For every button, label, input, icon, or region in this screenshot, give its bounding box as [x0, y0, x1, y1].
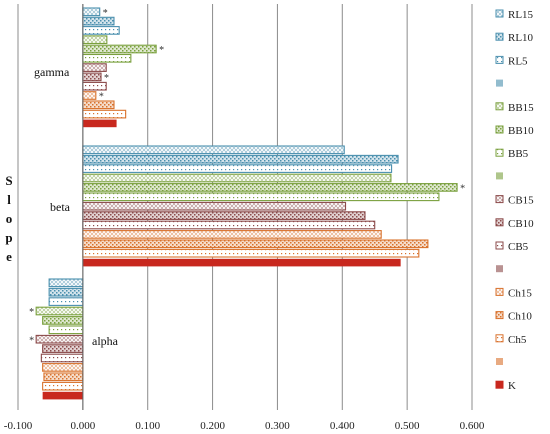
bar-alpha-cb5: [40, 353, 84, 363]
bar-beta-ch15: [82, 230, 382, 239]
bar-beta-ch5: [82, 248, 420, 258]
bar-gamma-rl10: [82, 16, 115, 26]
significance-star: *: [460, 184, 465, 195]
legend-label-rl5: RL5: [508, 55, 528, 67]
bar-alpha-k: [42, 391, 83, 400]
legend-swatch-ch15: [495, 287, 504, 296]
legend-swatch-k: [495, 380, 504, 389]
y-axis-title-char: p: [5, 230, 12, 245]
significance-star: *: [103, 8, 108, 19]
bar-alpha-bb15: [35, 306, 84, 316]
bar-alpha-ch10: [43, 372, 84, 382]
significance-star: *: [104, 73, 109, 84]
legend: RL15 RL10 RL5 BB15 BB10 BB5 CB15 CB10 CB5 Ch15 Ch1…: [495, 9, 534, 392]
bar-beta-bb15: [82, 173, 392, 183]
bar-gamma-ch5: [82, 109, 127, 119]
bar-beta-ch10: [82, 239, 429, 249]
bar-alpha-rl15: [48, 278, 84, 288]
x-tick-label: 0.200: [200, 420, 225, 432]
significance-markers: *******: [29, 8, 465, 346]
legend-label-rl10: RL10: [508, 32, 534, 44]
x-tick-label: 0.600: [460, 420, 485, 432]
legend-label-k: K: [508, 380, 516, 392]
legend-label-cb15: CB15: [508, 195, 534, 207]
x-tick-label: 0.300: [265, 420, 290, 432]
significance-star: *: [99, 92, 104, 103]
bar-gamma-cb5: [82, 81, 107, 91]
bar-gamma-cb15: [82, 63, 107, 72]
bar-alpha-rl5: [48, 297, 84, 306]
bar-beta-bb5: [82, 192, 440, 202]
legend-swatch-bb5: [495, 148, 504, 157]
legend-label-bb15: BB15: [508, 102, 534, 114]
bar-gamma-k: [82, 119, 117, 128]
significance-star: *: [29, 307, 34, 318]
x-tick-label: 0.000: [70, 420, 95, 432]
bar-alpha-ch5: [42, 381, 84, 391]
legend-swatch-bb10: [495, 125, 504, 134]
bar-beta-bb10: [82, 183, 458, 192]
y-axis-title-char: l: [7, 192, 11, 207]
y-axis-title-char: e: [6, 249, 12, 264]
bar-gamma-bb15: [82, 35, 108, 45]
bar-gamma-cb10: [82, 72, 102, 82]
significance-star: *: [159, 45, 164, 56]
bar-gamma-bb10: [82, 44, 157, 54]
y-axis-title-char: S: [5, 173, 12, 188]
bar-beta-cb10: [82, 211, 366, 220]
legend-swatch-cb15: [495, 195, 504, 204]
bar-gamma-rl15: [82, 7, 101, 17]
legend-label-ch15: Ch15: [508, 287, 532, 299]
bar-alpha-cb10: [42, 344, 84, 353]
legend-swatch-cb5: [495, 241, 504, 250]
legend-spacer-swatch: [496, 79, 503, 87]
legend-label-cb5: CB5: [508, 241, 529, 253]
legend-spacer-swatch: [496, 265, 503, 273]
bar-beta-cb15: [82, 201, 347, 211]
bar-alpha-rl10: [48, 287, 84, 297]
legend-label-ch5: Ch5: [508, 334, 527, 346]
category-label-alpha: alpha: [92, 334, 119, 348]
bar-alpha-bb5: [48, 325, 84, 335]
bar-beta-rl15: [82, 145, 345, 155]
x-tick-label: 0.400: [330, 420, 355, 432]
legend-label-cb10: CB10: [508, 218, 534, 230]
category-label-gamma: gamma: [34, 65, 70, 79]
legend-swatch-ch5: [495, 334, 504, 343]
legend-label-bb5: BB5: [508, 148, 529, 160]
bar-beta-rl5: [82, 164, 393, 173]
legend-label-rl15: RL15: [508, 9, 534, 21]
bar-gamma-rl5: [82, 26, 120, 35]
bar-alpha-ch15: [42, 363, 84, 372]
legend-spacer-swatch: [496, 358, 503, 365]
y-axis-title-char: o: [6, 211, 13, 226]
bar-gamma-bb5: [82, 53, 132, 63]
bar-beta-cb5: [82, 220, 376, 230]
axis: -0.100 0.000 0.100 0.200 0.300 0.400 0.500 0.60…: [4, 4, 485, 432]
bar-beta-rl10: [82, 154, 399, 164]
bar-alpha-cb15: [35, 334, 84, 344]
legend-swatch-cb10: [495, 218, 504, 227]
category-label-beta: beta: [50, 200, 71, 214]
x-tick-label: 0.500: [395, 420, 420, 432]
significance-star: *: [29, 335, 34, 346]
legend-swatch-rl10: [495, 32, 504, 41]
legend-label-ch10: Ch10: [508, 311, 532, 323]
legend-swatch-rl15: [495, 9, 504, 18]
legend-label-bb10: BB10: [508, 125, 534, 137]
legend-swatch-bb15: [495, 102, 504, 111]
x-tick-label: -0.100: [4, 420, 33, 432]
legend-swatch-ch10: [495, 311, 504, 320]
bar-gamma-ch15: [82, 91, 97, 100]
legend-swatch-rl5: [495, 55, 504, 64]
bar-alpha-bb10: [42, 316, 84, 325]
x-tick-label: 0.100: [135, 420, 160, 432]
legend-spacer-swatch: [496, 172, 503, 180]
bar-beta-k: [82, 258, 401, 267]
